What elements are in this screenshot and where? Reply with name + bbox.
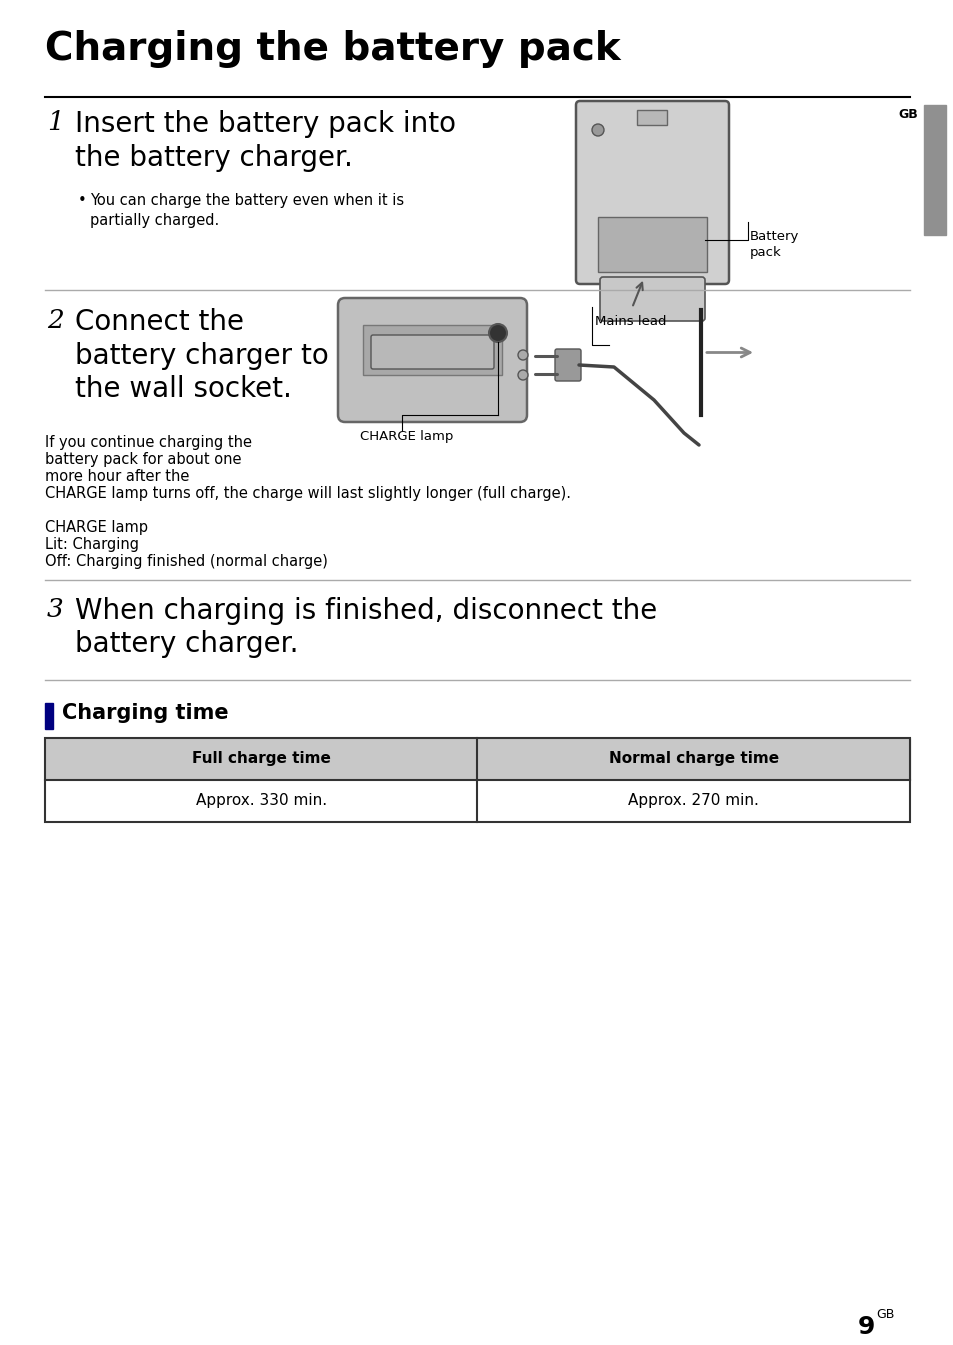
Text: GB: GB xyxy=(898,108,917,121)
Text: CHARGE lamp: CHARGE lamp xyxy=(45,521,148,535)
Bar xyxy=(45,738,909,780)
Text: Mains lead: Mains lead xyxy=(595,315,666,328)
FancyBboxPatch shape xyxy=(371,335,494,369)
Text: CHARGE lamp turns off, the charge will last slightly longer (full charge).: CHARGE lamp turns off, the charge will l… xyxy=(45,486,571,500)
Text: You can charge the battery even when it is
partially charged.: You can charge the battery even when it … xyxy=(90,192,404,227)
Text: Charging time: Charging time xyxy=(62,703,229,724)
Text: Connect the
battery charger to
the wall socket.: Connect the battery charger to the wall … xyxy=(75,308,329,404)
Bar xyxy=(45,738,909,822)
Text: Off: Charging finished (normal charge): Off: Charging finished (normal charge) xyxy=(45,554,328,569)
Bar xyxy=(45,780,909,822)
Circle shape xyxy=(517,350,527,360)
Bar xyxy=(598,217,706,272)
Text: 9: 9 xyxy=(857,1315,874,1340)
Text: more hour after the: more hour after the xyxy=(45,469,190,484)
Circle shape xyxy=(592,124,603,136)
Text: battery pack for about one: battery pack for about one xyxy=(45,452,241,467)
Text: If you continue charging the: If you continue charging the xyxy=(45,434,252,451)
Text: 2: 2 xyxy=(47,308,64,334)
Text: When charging is finished, disconnect the
battery charger.: When charging is finished, disconnect th… xyxy=(75,597,657,659)
Bar xyxy=(923,105,945,235)
Circle shape xyxy=(517,370,527,381)
Text: Approx. 330 min.: Approx. 330 min. xyxy=(195,794,327,808)
Text: 3: 3 xyxy=(47,597,64,621)
Bar xyxy=(637,110,666,125)
Text: Normal charge time: Normal charge time xyxy=(608,752,778,767)
Text: Approx. 270 min.: Approx. 270 min. xyxy=(628,794,759,808)
Text: GB: GB xyxy=(875,1307,893,1321)
FancyBboxPatch shape xyxy=(599,277,704,321)
Text: Full charge time: Full charge time xyxy=(192,752,331,767)
Text: •: • xyxy=(78,192,87,208)
Text: Charging the battery pack: Charging the battery pack xyxy=(45,30,620,69)
Text: Lit: Charging: Lit: Charging xyxy=(45,537,139,551)
Circle shape xyxy=(489,324,506,342)
Text: 1: 1 xyxy=(47,110,64,134)
FancyBboxPatch shape xyxy=(337,299,526,422)
Text: CHARGE lamp: CHARGE lamp xyxy=(359,430,453,443)
FancyBboxPatch shape xyxy=(555,348,580,381)
Bar xyxy=(45,703,53,729)
Bar xyxy=(363,325,501,375)
Text: Battery
pack: Battery pack xyxy=(749,230,799,260)
Text: Insert the battery pack into
the battery charger.: Insert the battery pack into the battery… xyxy=(75,110,456,172)
FancyBboxPatch shape xyxy=(576,101,728,284)
